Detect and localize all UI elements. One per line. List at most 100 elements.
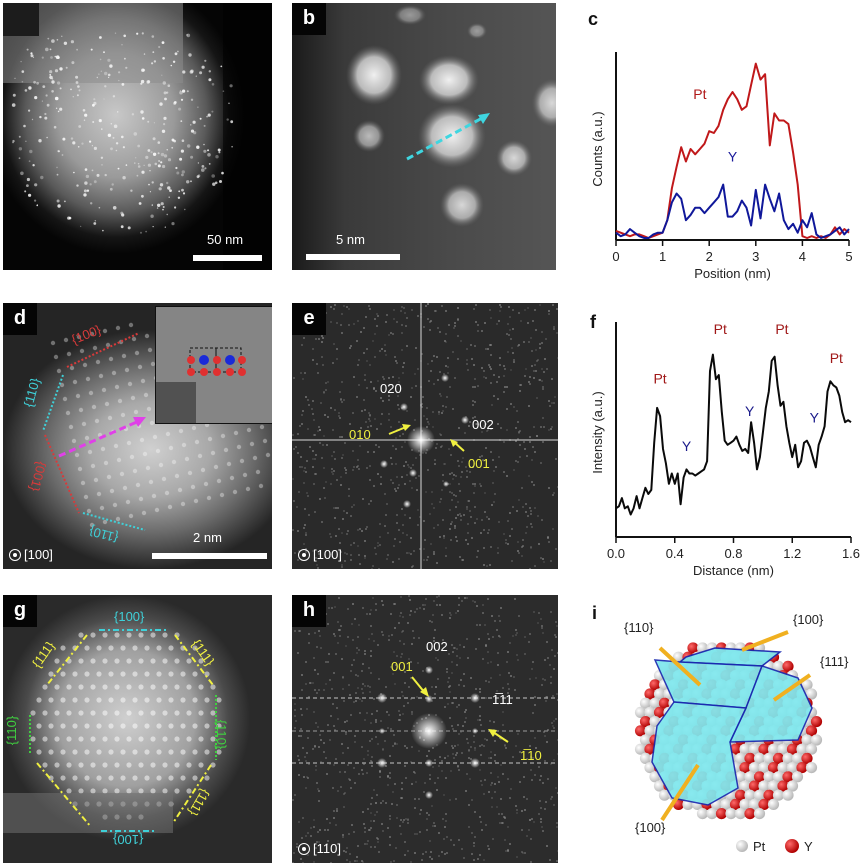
noise-pixel	[333, 451, 335, 453]
noise-pixel	[449, 491, 451, 493]
noise-pixel	[343, 850, 345, 852]
noise-pixel	[325, 382, 327, 384]
noise-pixel	[346, 306, 348, 308]
noise-pixel	[402, 524, 404, 526]
noise-pixel	[407, 850, 409, 852]
noise-pixel	[373, 698, 375, 700]
particle-speckle	[26, 184, 29, 188]
noise-pixel	[366, 360, 368, 362]
noise-pixel	[543, 561, 545, 563]
noise-pixel	[431, 858, 433, 860]
noise-pixel	[449, 799, 451, 801]
noise-pixel	[441, 614, 443, 616]
noise-pixel	[434, 629, 436, 631]
noise-pixel	[353, 701, 355, 703]
noise-pixel	[490, 451, 492, 453]
particle-speckle	[92, 103, 95, 107]
noise-pixel	[442, 410, 444, 412]
particle-speckle	[152, 137, 156, 141]
noise-pixel	[392, 791, 394, 793]
noise-pixel	[406, 747, 408, 749]
particle-speckle	[57, 110, 60, 113]
noise-pixel	[370, 846, 372, 848]
particle-speckle	[28, 109, 31, 112]
noise-pixel	[402, 713, 404, 715]
lattice-atom	[102, 328, 108, 334]
noise-pixel	[453, 494, 455, 496]
noise-pixel	[469, 466, 471, 468]
noise-pixel	[543, 371, 545, 373]
noise-pixel	[325, 481, 327, 483]
pt-atom-sphere	[720, 798, 732, 810]
noise-pixel	[370, 827, 372, 829]
noise-pixel	[327, 381, 329, 383]
noise-pixel	[423, 326, 425, 328]
noise-pixel	[342, 677, 344, 679]
y-atom-sphere	[810, 716, 823, 728]
y-atom-sphere	[782, 771, 794, 783]
noise-pixel	[333, 470, 335, 472]
particle-speckle	[68, 216, 72, 220]
noise-pixel	[553, 804, 555, 806]
noise-pixel	[466, 348, 468, 350]
noise-pixel	[353, 831, 355, 833]
noise-pixel	[458, 427, 460, 429]
noise-pixel	[429, 778, 431, 780]
noise-pixel	[529, 819, 531, 821]
noise-pixel	[548, 400, 550, 402]
particle-speckle	[211, 110, 214, 113]
noise-pixel	[370, 425, 372, 427]
particle-speckle	[143, 164, 145, 166]
lattice-atom	[252, 455, 258, 461]
noise-pixel	[341, 401, 343, 403]
noise-pixel	[426, 812, 428, 814]
noise-pixel	[338, 629, 340, 631]
lattice-atom	[144, 723, 150, 729]
noise-pixel	[530, 546, 532, 548]
lattice-atom	[88, 390, 94, 396]
noise-pixel	[395, 437, 397, 439]
noise-pixel	[542, 386, 544, 388]
noise-pixel	[462, 725, 464, 727]
lattice-atom	[90, 762, 96, 768]
noise-pixel	[354, 860, 356, 862]
noise-pixel	[331, 468, 333, 470]
noise-pixel	[508, 688, 510, 690]
noise-pixel	[346, 533, 348, 535]
noise-pixel	[516, 510, 518, 512]
noise-pixel	[416, 608, 418, 610]
particle-speckle	[174, 52, 178, 56]
noise-pixel	[439, 604, 441, 606]
lattice-atom	[120, 723, 126, 729]
noise-pixel	[537, 622, 539, 624]
noise-pixel	[457, 610, 459, 612]
particle-speckle	[193, 131, 197, 135]
noise-pixel	[358, 624, 360, 626]
particle-speckle	[46, 136, 48, 139]
noise-pixel	[438, 765, 440, 767]
noise-pixel	[511, 560, 513, 562]
lattice-atom	[132, 697, 138, 703]
noise-pixel	[419, 831, 421, 833]
noise-pixel	[359, 698, 361, 700]
pt-atom-sphere	[734, 808, 747, 820]
noise-pixel	[457, 358, 459, 360]
particle-speckle	[39, 115, 42, 119]
noise-pixel	[365, 528, 367, 530]
pt-atom-sphere	[767, 743, 780, 755]
noise-pixel	[343, 305, 345, 307]
particle-speckle	[196, 145, 200, 149]
particle-speckle	[174, 206, 177, 209]
noise-pixel	[520, 320, 522, 322]
lattice-atom	[138, 496, 144, 502]
noise-pixel	[401, 653, 403, 655]
particle-speckle	[136, 174, 139, 177]
noise-pixel	[451, 492, 453, 494]
noise-pixel	[395, 847, 397, 849]
noise-pixel	[388, 377, 390, 379]
noise-pixel	[479, 706, 481, 708]
lattice-atom	[198, 736, 204, 742]
lattice-atom	[144, 671, 150, 677]
particle-speckle	[153, 60, 157, 63]
noise-pixel	[376, 710, 378, 712]
